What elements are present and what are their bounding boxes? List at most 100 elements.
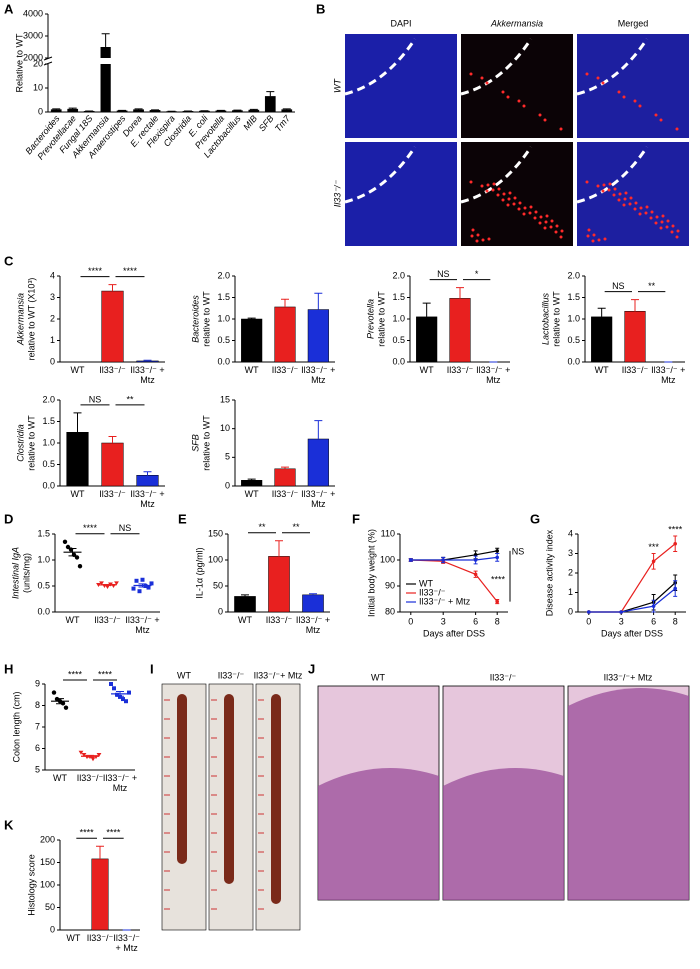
y-tick-label: 4	[568, 528, 573, 538]
category-label-box: Il33⁻/⁻ + Mtz	[110, 933, 143, 957]
signal	[608, 189, 611, 192]
y-tick-label: 9	[35, 678, 40, 688]
y-tick-label: 0	[225, 480, 230, 490]
category-label-box: Il33⁻/⁻ + Mtz	[127, 365, 168, 389]
y-tick-label: 1.0	[217, 313, 230, 323]
signal	[630, 197, 633, 200]
error-bar	[109, 285, 117, 291]
significance-label: *	[475, 269, 479, 279]
significance-label: ****	[98, 669, 113, 679]
signal	[666, 226, 669, 229]
bar	[68, 109, 78, 112]
y-tick-label: 0.0	[42, 480, 55, 490]
signal	[645, 212, 648, 215]
y-tick-label: 0.0	[37, 606, 50, 616]
column-label: DAPI	[390, 18, 411, 28]
panel-letter: I	[150, 661, 154, 676]
signal	[546, 215, 549, 218]
category-label-box: Il33⁻/⁻ + Mtz	[102, 773, 138, 797]
signal	[530, 206, 533, 209]
y-axis-label: IL-1α (pg/ml)	[194, 547, 204, 598]
signal	[472, 229, 475, 232]
signal	[634, 100, 637, 103]
signal	[586, 181, 589, 184]
y-axis-label: relative to WT (X10³)	[26, 278, 36, 361]
error-bar	[144, 472, 152, 475]
signal	[671, 231, 674, 234]
signal	[625, 192, 628, 195]
signal	[604, 238, 607, 241]
signal	[639, 105, 642, 108]
y-tick-label: 1	[568, 587, 573, 597]
y-tick-label: 1.5	[37, 528, 50, 538]
y-tick-label: 0	[50, 356, 55, 366]
category-label-box: Il33⁻/⁻ + Mtz	[293, 615, 333, 639]
signal	[661, 221, 664, 224]
y-tick-label: 10	[220, 423, 230, 433]
signal	[487, 184, 490, 187]
signal	[560, 128, 563, 131]
signal	[629, 203, 632, 206]
y-tick-label: 100	[208, 554, 223, 564]
bar	[416, 317, 437, 362]
signal	[486, 82, 489, 85]
error-bar	[314, 293, 322, 309]
x-tick-label: Tm7	[273, 113, 293, 134]
y-tick-label: 5	[225, 452, 230, 462]
signal	[535, 211, 538, 214]
category-label: Il33⁻/⁻ + Mtz	[127, 489, 168, 509]
signal	[592, 240, 595, 243]
x-axis-label: Days after DSS	[601, 628, 663, 638]
y-axis-label: (units/mg)	[21, 553, 31, 593]
y-tick-label: 1.5	[567, 292, 580, 302]
error-bar	[423, 303, 431, 317]
y-axis-label: relative to WT	[551, 291, 561, 347]
signal	[534, 217, 537, 220]
category-label-box: Il33⁻/⁻ + Mtz	[649, 365, 688, 389]
point	[124, 699, 128, 703]
signal	[597, 77, 600, 80]
y-tick-label: 1.5	[392, 292, 405, 302]
y-tick-label: 0.5	[217, 335, 230, 345]
point	[64, 705, 68, 709]
y-axis-label: relative to WT	[26, 415, 36, 471]
signal	[602, 190, 605, 193]
y-axis-label: Histology score	[26, 854, 36, 916]
bar	[102, 443, 124, 486]
signal	[597, 185, 600, 188]
y-axis-label: Colon length (cm)	[11, 691, 21, 762]
category-label-box: Il33⁻/⁻ + Mtz	[122, 615, 163, 639]
signal	[539, 222, 542, 225]
signal	[655, 222, 658, 225]
y-axis-label: Bacteroides	[190, 295, 200, 343]
signal	[556, 225, 559, 228]
panel-letter: J	[308, 661, 315, 676]
significance-label: NS	[612, 281, 625, 291]
bar	[625, 311, 646, 362]
bar	[101, 64, 111, 112]
panel-letter: C	[4, 253, 14, 268]
y-tick-label: 10	[33, 82, 43, 92]
signal	[514, 197, 517, 200]
bar	[241, 319, 262, 362]
y-tick-label: 0.0	[392, 356, 405, 366]
signal	[523, 105, 526, 108]
signal	[544, 119, 547, 122]
panel-letter: E	[178, 511, 187, 526]
bar	[265, 96, 275, 112]
point	[112, 686, 116, 690]
x-tick-label: 0	[586, 616, 591, 626]
signal	[609, 183, 612, 186]
bar	[302, 595, 323, 612]
signal	[481, 185, 484, 188]
y-tick-label: 0	[38, 106, 43, 116]
signal	[598, 239, 601, 242]
micrograph	[577, 34, 689, 138]
y-axis-label: relative to WT	[201, 415, 211, 471]
tissue	[318, 768, 439, 900]
x-tick-label: 6	[651, 616, 656, 626]
signal	[561, 230, 564, 233]
error-bar	[314, 421, 322, 439]
